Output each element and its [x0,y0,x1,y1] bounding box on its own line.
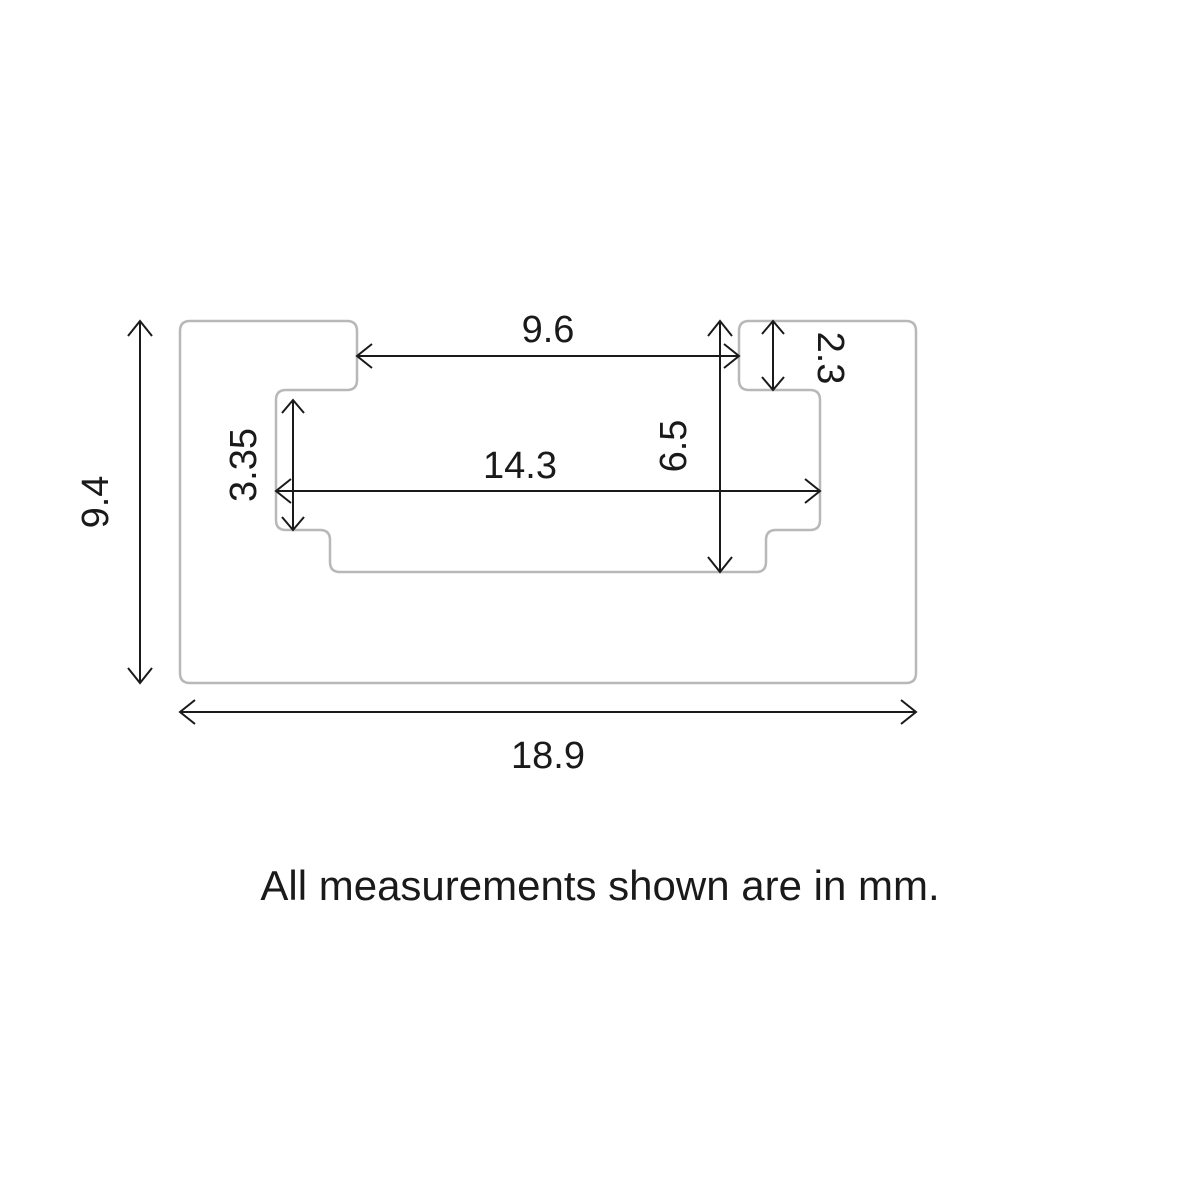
dim-top-opening: 9.6 [357,309,739,368]
dim-step-height-label: 3.35 [223,428,265,502]
dim-inner-width-label: 14.3 [483,445,557,487]
dim-flange-depth-label: 2.3 [809,332,851,385]
dim-inner-width: 14.3 [276,445,820,503]
dim-overall-height-label: 9.4 [75,476,117,529]
dim-inner-depth: 6.5 [653,321,732,572]
dim-flange-depth: 2.3 [762,321,851,390]
dim-overall-width: 18.9 [180,700,916,777]
dim-step-height: 3.35 [223,400,304,530]
dim-top-opening-label: 9.6 [522,309,575,351]
dim-overall-height: 9.4 [75,321,152,683]
dim-overall-width-label: 18.9 [511,735,585,777]
technical-drawing: 18.9 9.4 9.6 14.3 6.5 2.3 [0,0,1200,1199]
units-caption: All measurements shown are in mm. [260,862,939,909]
dim-inner-depth-label: 6.5 [653,420,695,473]
